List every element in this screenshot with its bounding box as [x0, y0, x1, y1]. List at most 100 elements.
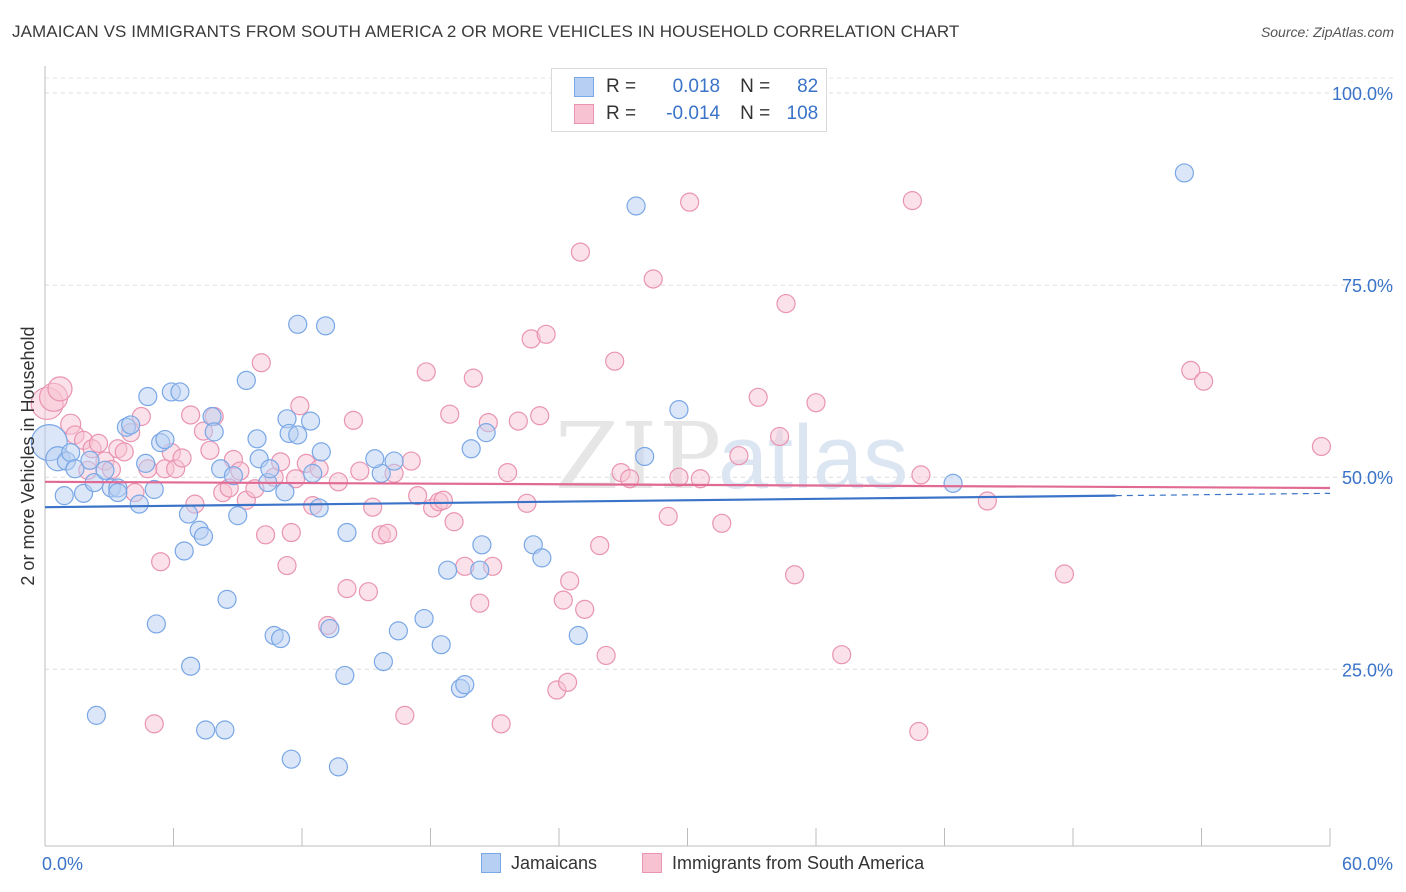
jamaican-point	[215, 720, 235, 740]
jamaican-point	[472, 535, 492, 555]
south-america-point	[470, 593, 490, 613]
south-america-point	[172, 448, 192, 468]
bottom-legend-jamaicans: Jamaicans	[481, 850, 597, 876]
south-america-point	[911, 465, 931, 485]
bottom-swatch-south-america	[642, 853, 662, 873]
bottom-legend-label: Immigrants from South America	[672, 852, 925, 873]
jamaican-point	[373, 652, 393, 672]
jamaican-point	[260, 459, 280, 479]
south-america-point	[350, 461, 370, 481]
legend-n-label: N =	[740, 76, 771, 97]
bottom-legend-label: Jamaicans	[511, 852, 598, 873]
south-america-trend-line	[44, 480, 1331, 490]
jamaican-point	[217, 589, 237, 609]
south-america-point	[806, 393, 826, 413]
south-america-point	[590, 535, 610, 556]
legend-swatch-south-america	[574, 104, 594, 124]
jamaican-point	[155, 429, 175, 450]
south-america-point	[605, 351, 625, 371]
south-america-point	[433, 490, 453, 510]
south-america-point	[251, 353, 271, 373]
south-america-point	[570, 242, 591, 262]
south-america-point	[536, 324, 556, 344]
south-america-point	[491, 714, 511, 734]
trend-lines	[44, 480, 1331, 509]
south-america-point	[643, 269, 663, 289]
jamaican-point	[228, 506, 248, 526]
stats-legend: R = 0.018 N = 82 R = -0.014 N = 108	[551, 68, 827, 132]
jamaican-point	[365, 449, 385, 469]
bottom-swatch-jamaicans	[481, 853, 501, 873]
south-america-point	[290, 396, 310, 416]
south-america-point	[658, 506, 678, 526]
jamaican-point	[275, 482, 295, 502]
south-america-point	[88, 433, 109, 454]
jamaican-point	[335, 665, 355, 686]
south-america-point	[669, 467, 689, 487]
south-america-point	[620, 469, 640, 489]
jamaican-point	[193, 526, 214, 546]
south-america-point	[712, 513, 732, 533]
south-america-point	[463, 368, 483, 388]
legend-r-label: R =	[606, 103, 637, 124]
jamaican-point	[384, 451, 404, 471]
y-tick-label: 25.0%	[1342, 660, 1393, 680]
south-america-point	[508, 411, 528, 431]
jamaican-point	[170, 382, 190, 402]
jamaicans-trend-line	[44, 494, 1116, 509]
jamaican-point	[144, 479, 164, 500]
jamaican-point	[320, 618, 340, 639]
y-tick-label: 100.0%	[1332, 84, 1393, 104]
south-america-point	[557, 672, 578, 692]
south-america-point	[748, 387, 768, 407]
south-america-point	[144, 714, 164, 734]
south-america-point	[690, 469, 710, 489]
south-america-point	[596, 645, 616, 666]
south-america-point	[769, 426, 790, 447]
jamaican-point	[309, 498, 329, 518]
south-america-point	[151, 552, 171, 572]
jamaican-point	[270, 628, 291, 649]
jamaican-point	[328, 757, 349, 777]
jamaican-point	[174, 541, 194, 561]
south-america-point	[440, 404, 460, 424]
jamaican-point	[121, 415, 141, 435]
south-america-point	[680, 192, 700, 212]
south-america-point	[530, 406, 550, 426]
south-america-point	[337, 579, 357, 599]
jamaican-point	[129, 494, 149, 514]
south-america-point	[776, 293, 796, 314]
jamaican-point	[181, 656, 201, 676]
y-tick-label: 75.0%	[1342, 276, 1393, 296]
south-america-point	[200, 440, 220, 460]
south-america-point	[575, 599, 595, 619]
south-america-point	[416, 362, 436, 382]
jamaican-point	[337, 522, 357, 543]
y-tick-label: 50.0%	[1342, 468, 1393, 488]
legend-n-value: 82	[797, 76, 819, 97]
south-america-point	[517, 493, 537, 513]
jamaican-point	[300, 411, 321, 431]
jamaican-point	[461, 439, 481, 459]
south-america-point	[277, 555, 297, 576]
jamaican-point	[196, 720, 216, 740]
jamaican-point	[247, 429, 267, 449]
jamaican-point	[223, 466, 244, 486]
bottom-legend-south-america: Immigrants from South America	[642, 850, 924, 876]
jamaican-point	[1174, 163, 1194, 183]
south-america-point	[181, 405, 201, 425]
jamaican-point	[138, 386, 158, 407]
legend-r-value: 0.018	[672, 76, 721, 97]
south-america-point	[909, 721, 929, 742]
jamaican-point	[136, 453, 156, 473]
south-america-point	[1311, 436, 1332, 457]
jamaican-point	[61, 443, 81, 463]
south-america-point	[1194, 371, 1214, 391]
legend-n-value: 108	[786, 103, 819, 124]
tick-labels: 25.0% 50.0% 75.0% 100.0% 0.0% 60.0%	[42, 84, 1393, 874]
jamaican-point	[388, 621, 408, 641]
series-jamaicans-points	[30, 163, 1194, 777]
y-axis-label: 2 or more Vehicles in Household	[18, 326, 38, 585]
south-america-point	[378, 523, 398, 543]
